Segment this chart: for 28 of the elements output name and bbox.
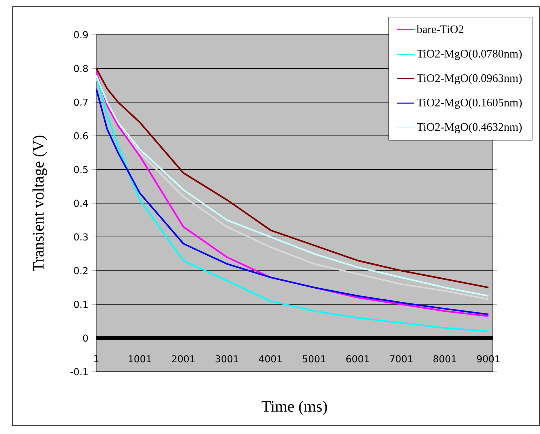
legend-label: TiO2-MgO(0.0780nm) bbox=[417, 50, 522, 60]
y-tick-label: 0.1 bbox=[74, 301, 88, 308]
x-tick-label: 1 bbox=[94, 356, 99, 362]
legend-label: TiO2-MgO(0.0963nm) bbox=[417, 74, 522, 85]
legend-label: TiO2-MgO(0.4632nm) bbox=[417, 123, 522, 134]
x-tick-label: 2001 bbox=[172, 356, 195, 363]
x-tick-label: 4001 bbox=[259, 356, 282, 363]
y-tick-label: 0.7 bbox=[74, 98, 88, 106]
y-tick-label: 0.8 bbox=[74, 65, 88, 72]
x-axis-title: Time (ms) bbox=[262, 400, 328, 416]
y-tick-label: 0.5 bbox=[74, 166, 88, 174]
y-tick-label: 0.4 bbox=[74, 200, 88, 208]
x-tick-label: 1001 bbox=[129, 356, 152, 363]
y-tick-label: -0.1 bbox=[70, 368, 88, 376]
x-tick-label: 9001 bbox=[477, 356, 500, 363]
legend-label: bare-TiO2 bbox=[416, 25, 464, 34]
legend-label: TiO2-MgO(0.1605nm) bbox=[417, 98, 522, 110]
y-tick-label: 0.9 bbox=[74, 31, 88, 39]
x-tick-label: 6001 bbox=[346, 356, 370, 363]
x-tick-label: 7001 bbox=[390, 356, 413, 363]
y-tick-label: 0.2 bbox=[74, 267, 88, 274]
x-tick-label: 8001 bbox=[434, 356, 456, 363]
y-tick-label: 0.6 bbox=[74, 132, 88, 140]
y-axis-title: Transient voltage (V) bbox=[32, 136, 48, 272]
x-tick-label: 5001 bbox=[303, 356, 326, 363]
x-tick-label: 3001 bbox=[216, 356, 238, 363]
y-tick-label: 0 bbox=[83, 334, 88, 342]
y-tick-label: 0.3 bbox=[74, 234, 88, 241]
